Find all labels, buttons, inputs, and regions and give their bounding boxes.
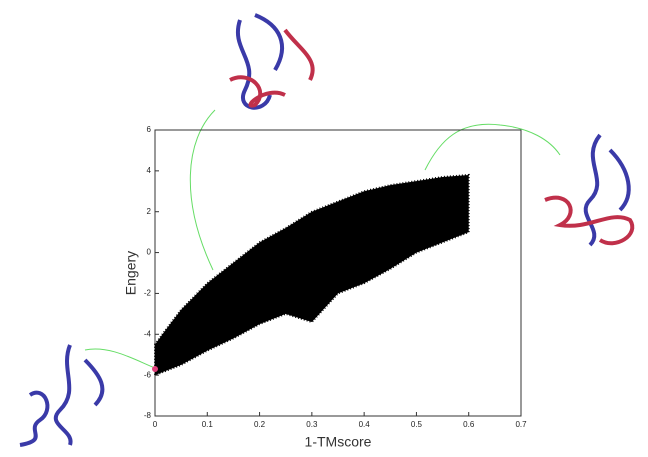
x-tick-label: 0.6 — [463, 420, 475, 429]
x-tick-label: 0.3 — [306, 420, 318, 429]
y-tick-label: 2 — [147, 207, 152, 216]
x-axis-title: 1-TMscore — [305, 434, 372, 450]
y-tick-label: -2 — [144, 289, 152, 298]
x-tick-label: 0.4 — [359, 420, 371, 429]
protein-structure — [544, 133, 635, 247]
y-tick-label: -4 — [144, 329, 152, 338]
y-tick-label: -8 — [144, 411, 152, 420]
x-tick-label: 0.2 — [254, 420, 266, 429]
x-tick-label: 0.7 — [515, 420, 527, 429]
point-cloud — [154, 173, 470, 377]
connector — [189, 109, 216, 271]
protein-structure — [19, 344, 105, 447]
y-tick-label: 6 — [147, 125, 152, 134]
highlight-point — [152, 366, 158, 373]
x-tick-label: 0.5 — [411, 420, 423, 429]
connector — [84, 348, 156, 369]
x-tick-label: 0.1 — [202, 420, 214, 429]
y-tick-label: -6 — [144, 370, 152, 379]
x-tick-label: 0 — [153, 420, 158, 429]
connector — [424, 123, 561, 171]
protein-structure — [229, 13, 315, 110]
y-axis-title: Engery — [123, 251, 139, 295]
y-tick-label: 0 — [147, 248, 152, 257]
plot-frame — [154, 129, 522, 417]
y-tick-label: 4 — [147, 166, 152, 175]
